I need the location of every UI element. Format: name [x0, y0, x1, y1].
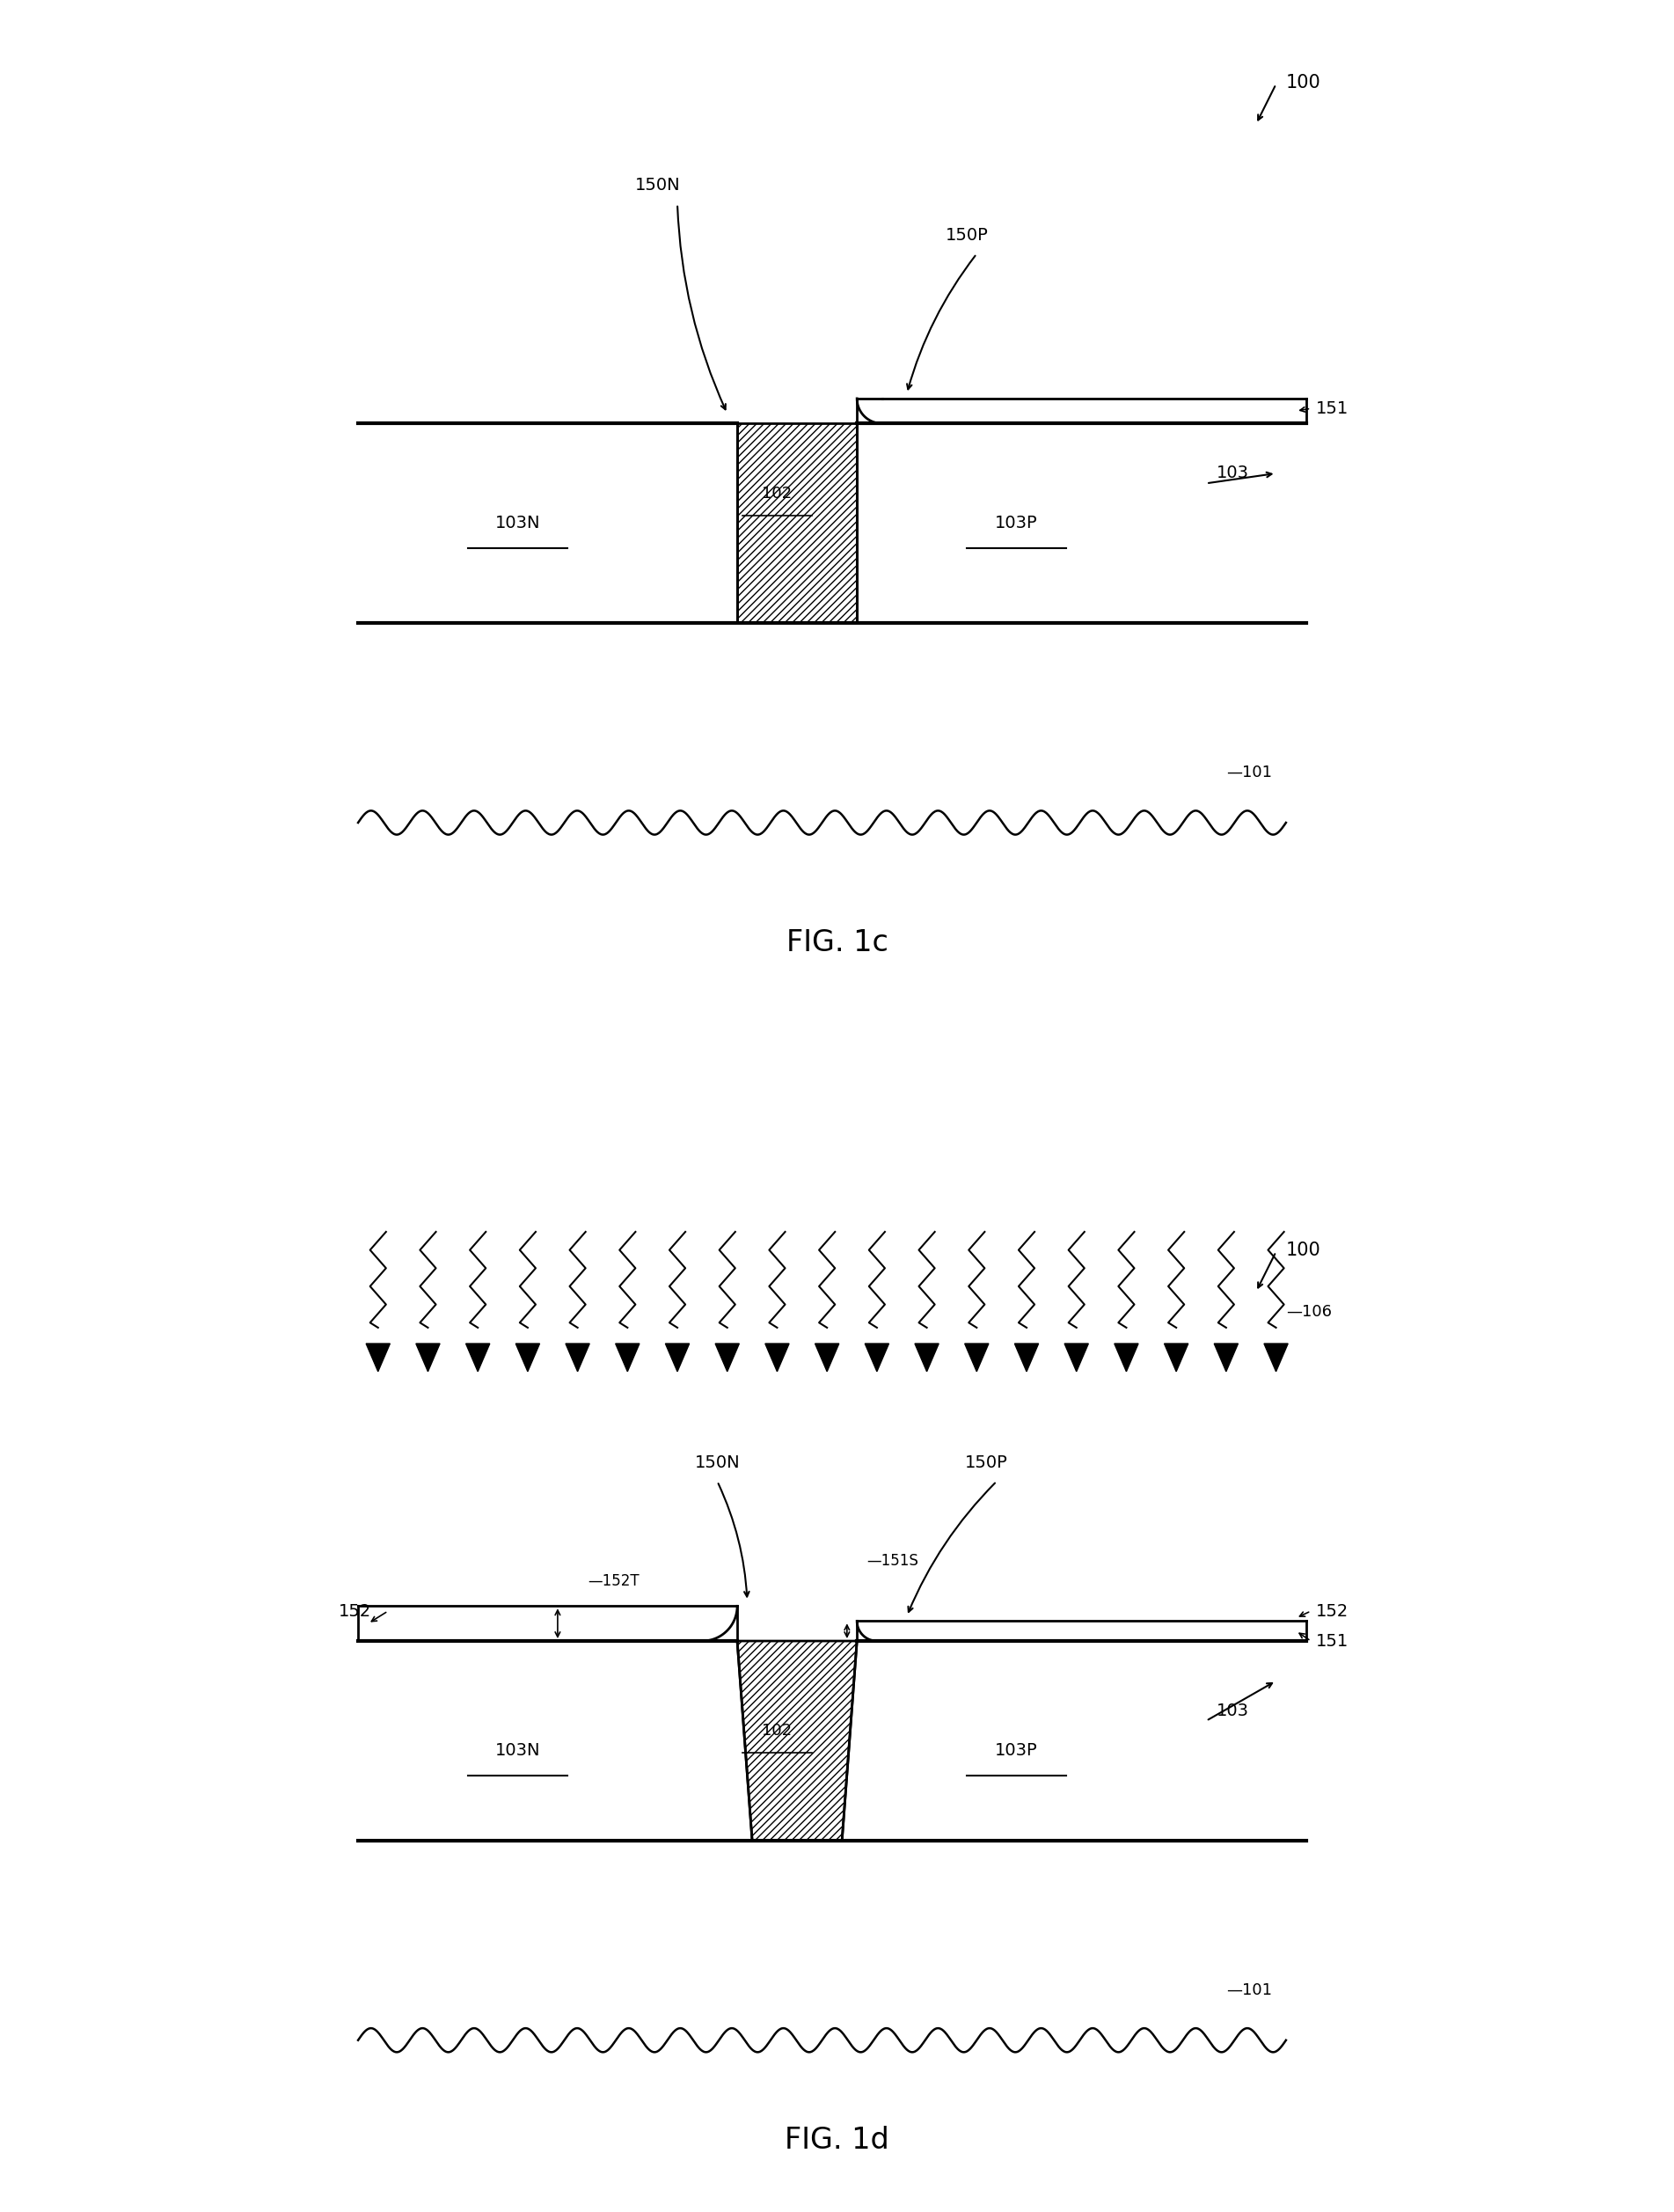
Polygon shape — [516, 1343, 539, 1371]
Text: 103P: 103P — [996, 515, 1038, 531]
Polygon shape — [737, 1641, 857, 1840]
Polygon shape — [865, 1343, 889, 1371]
Polygon shape — [665, 1343, 690, 1371]
Bar — [857, 398, 1306, 422]
Text: 151: 151 — [1316, 400, 1349, 416]
Text: 103N: 103N — [496, 1743, 541, 1759]
Text: —106: —106 — [1286, 1303, 1333, 1321]
Polygon shape — [715, 1343, 740, 1371]
Polygon shape — [765, 1343, 788, 1371]
Text: 152: 152 — [338, 1604, 372, 1619]
Polygon shape — [914, 1343, 939, 1371]
Text: —101: —101 — [1225, 1982, 1272, 1997]
Polygon shape — [465, 1343, 490, 1371]
Polygon shape — [815, 1343, 839, 1371]
Bar — [737, 422, 857, 624]
Text: FIG. 1d: FIG. 1d — [785, 2126, 889, 2154]
Polygon shape — [566, 1343, 589, 1371]
Text: 151: 151 — [1316, 1632, 1349, 1650]
Text: 150N: 150N — [695, 1455, 740, 1471]
Text: 150P: 150P — [946, 228, 988, 243]
Polygon shape — [1214, 1343, 1239, 1371]
Text: 100: 100 — [1286, 75, 1321, 91]
Polygon shape — [1264, 1343, 1287, 1371]
Polygon shape — [415, 1343, 440, 1371]
Polygon shape — [1115, 1343, 1138, 1371]
Text: 103: 103 — [1215, 465, 1249, 482]
Text: 103P: 103P — [996, 1743, 1038, 1759]
Text: 103N: 103N — [496, 515, 541, 531]
Bar — [358, 1606, 737, 1641]
Text: 150N: 150N — [634, 177, 680, 195]
Text: 150P: 150P — [966, 1455, 1008, 1471]
Polygon shape — [1065, 1343, 1088, 1371]
Text: FIG. 1c: FIG. 1c — [787, 927, 887, 958]
Bar — [857, 1621, 1306, 1641]
Text: 102: 102 — [762, 484, 792, 502]
Polygon shape — [1163, 1343, 1189, 1371]
Polygon shape — [964, 1343, 989, 1371]
Text: —101: —101 — [1225, 765, 1272, 781]
Polygon shape — [367, 1343, 390, 1371]
Text: 100: 100 — [1286, 1241, 1321, 1259]
Polygon shape — [616, 1343, 639, 1371]
Polygon shape — [1014, 1343, 1038, 1371]
Text: 102: 102 — [762, 1723, 792, 1739]
Text: —152T: —152T — [588, 1573, 639, 1588]
Text: 152: 152 — [1316, 1604, 1349, 1619]
Text: 103: 103 — [1215, 1703, 1249, 1719]
Text: —151S: —151S — [867, 1553, 919, 1568]
